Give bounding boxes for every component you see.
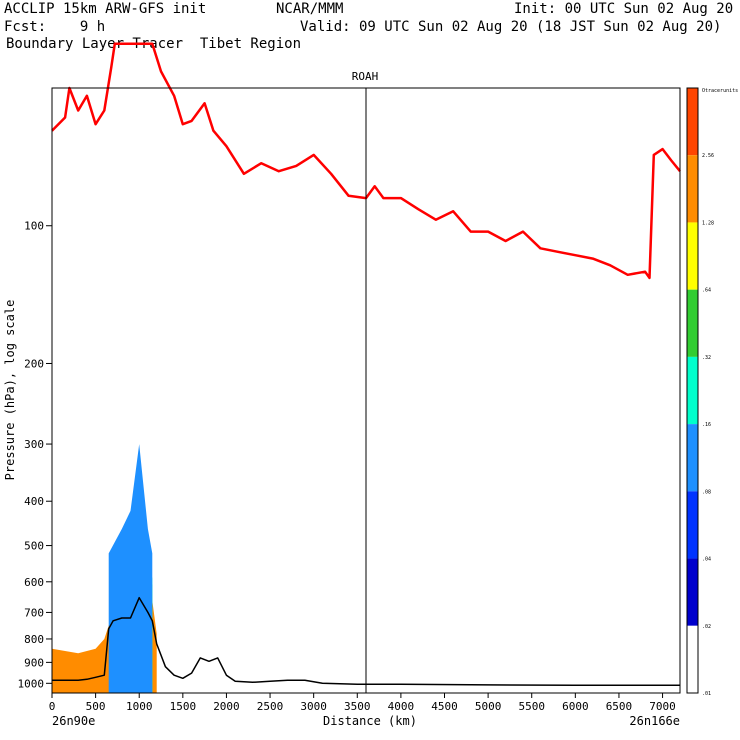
x-tick-label: 7000 [649, 700, 676, 713]
y-tick-label: 700 [24, 606, 44, 619]
series-terrain [52, 596, 680, 687]
x-tick-label: 6000 [562, 700, 589, 713]
y-tick-label: 200 [24, 357, 44, 370]
header-line2-left: Fcst: 9 h [4, 19, 106, 35]
x-end-label: 26n166e [629, 714, 680, 728]
chart-title: ROAH [352, 70, 379, 83]
x-tick-label: 1000 [126, 700, 153, 713]
colorbar-swatch [687, 424, 698, 492]
colorbar-swatch [687, 558, 698, 626]
x-tick-label: 0 [49, 700, 56, 713]
plot-frame [51, 87, 681, 694]
header-line3-left: Boundary Layer Tracer Tibet Region [6, 36, 302, 52]
y-tick-label: 900 [24, 656, 44, 669]
x-tick-label: 2000 [213, 700, 240, 713]
colorbar-level-label: .08 [702, 489, 711, 495]
colorbar-level-label: .02 [702, 624, 711, 630]
x-axis-ticks: 0 500 1000 1500 2000 2500 3000 3500 4000 4500 5000… [49, 693, 676, 713]
x-tick-label: 1500 [170, 700, 197, 713]
x-start-label: 26n90e [52, 714, 95, 728]
colorbar-swatch [687, 289, 698, 357]
x-tick-label: 2500 [257, 700, 284, 713]
y-axis-ticks: 100 200 300 400 500 600 700 800 900 1000 [18, 220, 52, 690]
y-tick-label: 300 [24, 438, 44, 451]
tracer-shading [52, 444, 157, 693]
x-tick-label: 4000 [388, 700, 415, 713]
colorbar-swatch [687, 356, 698, 425]
x-tick-label: 500 [86, 700, 106, 713]
x-tick-label: 4500 [431, 700, 458, 713]
colorbar-level-label: .64 [702, 288, 711, 294]
y-tick-label: 800 [24, 633, 44, 646]
y-tick-label: 400 [24, 495, 44, 508]
tracer-shading-blue [108, 444, 153, 693]
y-tick-label: 600 [24, 576, 44, 589]
x-tick-label: 3500 [344, 700, 371, 713]
header-line2-right: Valid: 09 UTC Sun 02 Aug 20 (18 JST Sun … [300, 19, 722, 35]
colorbar-level-label: 1.28 [702, 220, 714, 226]
y-tick-label: 500 [24, 540, 44, 553]
x-axis-label: Distance (km) [323, 714, 417, 728]
colorbar-level-label: 2.56 [702, 153, 714, 159]
colorbar-frame [686, 87, 699, 694]
x-tick-label: 3000 [300, 700, 327, 713]
colorbar-swatch [687, 222, 698, 290]
header-line1-center: NCAR/MMM [276, 1, 344, 17]
x-tick-label: 5500 [518, 700, 545, 713]
y-tick-label: 100 [24, 220, 44, 233]
colorbar-swatch [687, 88, 698, 156]
colorbar-level-label: Otracerunits [702, 88, 738, 94]
series-tropopause [51, 42, 681, 280]
header-line1-left: ACCLIP 15km ARW-GFS init [4, 1, 207, 17]
colorbar: Otracerunits 2.56 1.28 .64 .32 .16 .08 .04 .02 .0… [686, 87, 738, 697]
colorbar-swatch [687, 491, 698, 559]
colorbar-level-label: .01 [702, 691, 711, 697]
y-axis-label: Pressure (hPa), log scale [3, 300, 17, 481]
x-tick-label: 5000 [475, 700, 502, 713]
header-line1-right: Init: 00 UTC Sun 02 Aug 20 [514, 1, 734, 17]
colorbar-level-label: .04 [702, 557, 711, 563]
colorbar-level-label: .32 [702, 355, 711, 361]
series-lines [51, 42, 681, 687]
colorbar-swatch [687, 155, 698, 223]
y-tick-label: 1000 [18, 677, 45, 690]
x-tick-label: 6500 [606, 700, 633, 713]
colorbar-swatch [687, 625, 698, 693]
colorbar-level-label: .16 [702, 422, 711, 428]
